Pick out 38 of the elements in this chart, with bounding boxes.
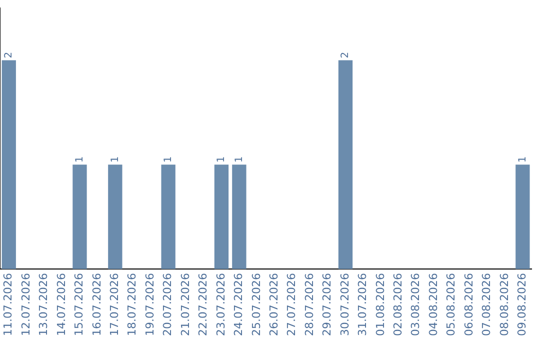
x-tick-label: 27.07.2026 — [285, 273, 298, 336]
x-tick-label: 03.08.2026 — [409, 273, 422, 336]
data-label: 1 — [517, 156, 528, 163]
x-tick-label: 25.07.2026 — [250, 273, 263, 336]
x-tick-label: 12.07.2026 — [19, 273, 32, 336]
x-tick-label: 02.08.2026 — [392, 273, 405, 336]
x-tick-label: 01.08.2026 — [374, 273, 387, 336]
x-tick-label: 05.08.2026 — [444, 273, 458, 336]
x-tick-label: 23.07.2026 — [214, 273, 228, 336]
data-label: 1 — [162, 156, 174, 163]
data-label: 2 — [3, 52, 14, 58]
x-tick-label: 07.08.2026 — [480, 273, 494, 336]
x-tick-label: 16.07.2026 — [90, 273, 104, 336]
data-label: 2 — [340, 52, 352, 58]
x-tick-label: 31.07.2026 — [356, 273, 370, 336]
x-tick-label: 21.07.2026 — [178, 273, 192, 336]
x-tick-label: 26.07.2026 — [267, 273, 280, 336]
x-tick-label: 09.08.2026 — [516, 273, 529, 336]
data-label: 1 — [216, 156, 228, 163]
x-tick-label: 11.07.2026 — [2, 273, 15, 336]
x-tick-label: 19.07.2026 — [143, 273, 156, 336]
data-label: 1 — [74, 156, 86, 163]
data-label: 1 — [110, 156, 121, 163]
x-tick-label: 29.07.2026 — [320, 273, 334, 336]
x-tick-label: 15.07.2026 — [72, 273, 86, 336]
x-tick-label: 17.07.2026 — [108, 273, 122, 336]
x-tick-label: 04.08.2026 — [426, 273, 440, 336]
x-tick-label: 13.07.2026 — [37, 273, 50, 336]
x-tick-label: 30.07.2026 — [338, 273, 352, 336]
x-tick-label: 24.07.2026 — [232, 273, 246, 336]
x-tick-label: 20.07.2026 — [161, 273, 174, 336]
x-tick-label: 08.08.2026 — [498, 273, 511, 336]
x-tick-label: 22.07.2026 — [196, 273, 210, 336]
x-tick-label: 14.07.2026 — [54, 273, 68, 336]
data-label: 1 — [234, 156, 245, 163]
x-tick-label: 28.07.2026 — [302, 273, 316, 336]
x-tick-label: 06.08.2026 — [462, 273, 476, 336]
x-tick-label: 18.07.2026 — [126, 273, 139, 336]
